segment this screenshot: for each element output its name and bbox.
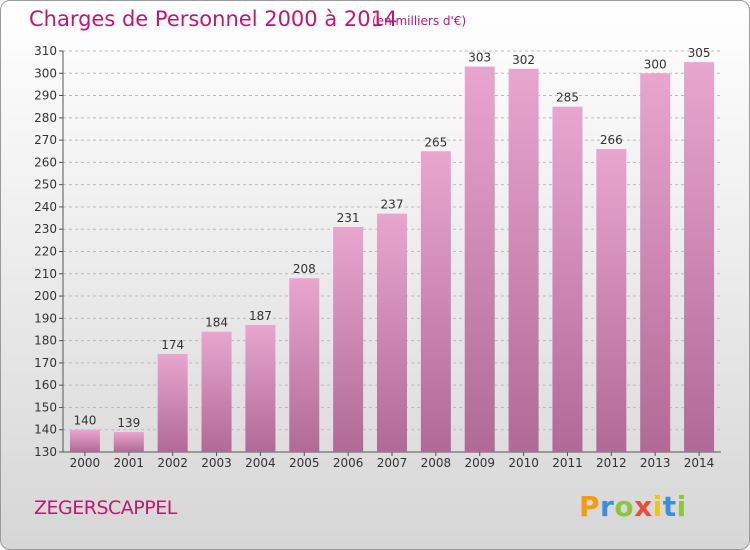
bar xyxy=(596,149,627,452)
y-tick-label: 250 xyxy=(34,178,57,192)
y-tick-label: 160 xyxy=(34,378,57,392)
value-label: 285 xyxy=(556,91,579,105)
value-labels: 140 139 174 184 187 208 231 237 265 303 302 285 266 3… xyxy=(73,46,710,430)
x-tick-label: 2006 xyxy=(333,456,364,470)
logo-letter: P xyxy=(579,490,601,523)
value-label: 140 xyxy=(73,414,96,428)
bar xyxy=(420,151,451,452)
x-tick-label: 2004 xyxy=(245,456,276,470)
logo-letter: t xyxy=(662,490,677,523)
y-tick-label: 130 xyxy=(34,445,57,459)
bar xyxy=(508,68,539,453)
value-label: 184 xyxy=(205,316,228,330)
x-tick-label: 2014 xyxy=(684,456,715,470)
x-tick-label: 2003 xyxy=(201,456,232,470)
y-tick-label: 260 xyxy=(34,155,57,169)
y-tick-label: 170 xyxy=(34,356,57,370)
y-tick-label: 140 xyxy=(34,423,57,437)
value-label: 174 xyxy=(161,338,184,352)
y-tick-label: 290 xyxy=(34,89,57,103)
bar xyxy=(464,66,495,452)
y-tick-label: 200 xyxy=(34,289,57,303)
y-tick-label: 270 xyxy=(34,133,57,147)
x-tick-label: 2001 xyxy=(114,456,145,470)
bar xyxy=(113,431,144,452)
bar xyxy=(201,331,232,452)
y-tick-label: 280 xyxy=(34,111,57,125)
value-label: 303 xyxy=(468,51,491,65)
value-label: 305 xyxy=(688,46,711,60)
y-tick-label: 150 xyxy=(34,400,57,414)
x-tick-label: 2011 xyxy=(552,456,583,470)
logo-letter: i xyxy=(652,490,663,523)
value-label: 231 xyxy=(337,211,360,225)
logo-letter: r xyxy=(600,490,615,523)
x-tick-label: 2012 xyxy=(596,456,627,470)
bars xyxy=(69,62,715,453)
y-tick-label: 220 xyxy=(34,245,57,259)
chart-title: Charges de Personnel 2000 à 2014 xyxy=(29,7,398,31)
bar xyxy=(289,278,320,452)
y-tick-label: 240 xyxy=(34,200,57,214)
proxiti-logo[interactable]: Proxiti xyxy=(579,490,687,523)
bar xyxy=(245,325,276,452)
value-label: 237 xyxy=(381,198,404,212)
bar xyxy=(684,62,715,453)
y-tick-label: 210 xyxy=(34,267,57,281)
y-tick-label: 310 xyxy=(34,44,57,58)
bar xyxy=(333,226,364,452)
value-label: 266 xyxy=(600,133,623,147)
value-label: 265 xyxy=(424,135,447,149)
commune-name: ZEGERSCAPPEL xyxy=(34,497,177,519)
bar xyxy=(640,73,671,453)
y-tick-label: 180 xyxy=(34,334,57,348)
bar xyxy=(552,106,583,452)
logo-letter: i xyxy=(676,490,687,523)
x-tick-label: 2005 xyxy=(289,456,320,470)
chart-subtitle: (en milliers d'€) xyxy=(372,14,467,28)
y-tick-label: 300 xyxy=(34,66,57,80)
bar xyxy=(69,429,100,452)
x-tick-label: 2010 xyxy=(508,456,539,470)
axes: 130 140 150 160 170 180 190 200 210 220 230 240 250 2… xyxy=(34,44,721,470)
x-tick-label: 2008 xyxy=(421,456,452,470)
value-label: 300 xyxy=(644,57,667,71)
x-tick-label: 2013 xyxy=(640,456,671,470)
x-tick-label: 2009 xyxy=(464,456,495,470)
value-label: 302 xyxy=(512,53,535,67)
x-tick-label: 2007 xyxy=(377,456,408,470)
y-tick-label: 230 xyxy=(34,222,57,236)
x-tick-label: 2002 xyxy=(157,456,188,470)
x-tick-label: 2000 xyxy=(70,456,101,470)
logo-letter: o xyxy=(614,490,635,523)
y-tick-label: 190 xyxy=(34,311,57,325)
bar xyxy=(157,353,188,452)
logo-letter: x xyxy=(634,490,653,523)
value-label: 208 xyxy=(293,262,316,276)
bar xyxy=(377,213,407,452)
value-label: 139 xyxy=(117,416,140,430)
value-label: 187 xyxy=(249,309,272,323)
